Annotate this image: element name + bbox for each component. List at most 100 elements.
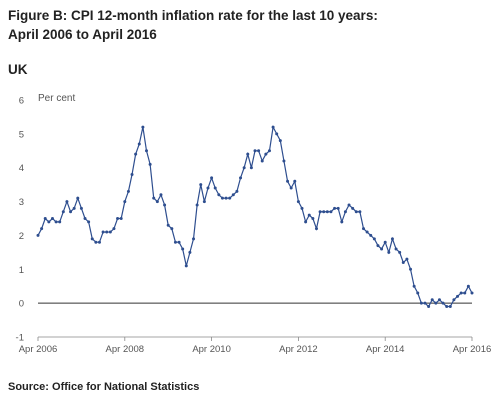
data-point (224, 196, 228, 200)
data-point (217, 193, 221, 197)
y-tick-label: 4 (19, 163, 24, 174)
data-point (181, 247, 185, 251)
chart-title-line2: April 2006 to April 2016 (8, 27, 157, 42)
data-point (130, 172, 134, 176)
data-point (340, 220, 344, 224)
y-tick-label: 3 (19, 197, 24, 208)
data-point (166, 223, 170, 227)
data-point (43, 217, 47, 220)
data-point (61, 210, 65, 214)
data-point (401, 261, 405, 265)
x-tick-label: Apr 2008 (106, 344, 145, 355)
data-point (437, 298, 441, 302)
data-point (195, 203, 199, 207)
data-point (101, 230, 105, 234)
data-point (383, 240, 387, 244)
data-point (445, 305, 449, 309)
data-point (416, 291, 420, 295)
data-point (145, 149, 148, 153)
data-point (343, 210, 347, 214)
data-point (430, 298, 434, 302)
x-tick-label: Apr 2006 (19, 344, 58, 355)
data-point (398, 250, 402, 254)
data-point (123, 200, 127, 204)
data-point (239, 176, 243, 180)
data-point (83, 217, 87, 220)
y-axis-label: Per cent (38, 93, 75, 104)
data-point (452, 298, 456, 302)
data-point (289, 186, 293, 190)
x-tick-label: Apr 2012 (279, 344, 318, 355)
data-point (155, 200, 159, 204)
data-point (58, 220, 62, 224)
data-point (264, 152, 268, 156)
data-point (137, 142, 141, 146)
data-point (322, 210, 326, 214)
data-point (466, 284, 470, 288)
data-point (213, 186, 217, 190)
data-point (293, 179, 297, 183)
data-point (36, 233, 40, 237)
y-tick-label: 5 (19, 129, 24, 140)
chart-subtitle: UK (8, 62, 28, 77)
data-point (105, 230, 109, 234)
data-point (470, 291, 474, 295)
chart-title-line1: Figure B: CPI 12-month inflation rate fo… (8, 8, 378, 23)
data-point (427, 305, 431, 309)
data-point (456, 294, 460, 298)
data-point (87, 220, 91, 224)
chart-title: Figure B: CPI 12-month inflation rate fo… (8, 6, 378, 44)
data-point (246, 152, 250, 156)
data-point (199, 183, 203, 187)
data-point (90, 237, 94, 241)
data-point (409, 267, 413, 271)
data-point (300, 206, 304, 210)
data-point (304, 220, 308, 224)
data-point (423, 301, 427, 305)
data-point (69, 210, 73, 214)
data-point (235, 189, 239, 193)
data-point (362, 227, 365, 231)
data-point (318, 210, 322, 214)
data-point (116, 217, 120, 220)
data-point (260, 159, 264, 163)
data-point (220, 196, 224, 200)
data-point (76, 196, 80, 200)
data-point (210, 176, 214, 180)
data-point (134, 152, 138, 156)
data-point (173, 240, 177, 244)
x-tick-label: Apr 2016 (453, 344, 492, 355)
data-point (394, 247, 398, 251)
data-point (119, 217, 123, 220)
data-point (333, 206, 337, 210)
data-point (441, 301, 445, 305)
data-point (141, 125, 145, 129)
data-point (170, 227, 174, 231)
y-tick-label: 6 (19, 96, 24, 107)
data-point (112, 227, 116, 231)
data-point (387, 250, 391, 254)
data-point (325, 210, 329, 214)
data-point (419, 301, 423, 305)
data-point (79, 206, 83, 210)
data-point (296, 200, 300, 204)
data-point (177, 240, 181, 244)
y-tick-label: 1 (19, 265, 24, 276)
data-point (228, 196, 232, 200)
data-point (369, 233, 373, 237)
data-point (50, 217, 54, 220)
y-tick-label: 2 (19, 231, 24, 242)
data-point (307, 213, 311, 217)
data-point (97, 240, 101, 244)
source-note: Source: Office for National Statistics (8, 381, 200, 393)
y-tick-label: 0 (19, 299, 24, 310)
data-point (405, 257, 409, 261)
data-point (148, 162, 152, 166)
series-line (37, 125, 473, 308)
data-point (380, 247, 384, 251)
data-point (448, 305, 452, 309)
data-point (275, 132, 279, 136)
data-point (278, 139, 282, 143)
data-point (231, 193, 235, 197)
